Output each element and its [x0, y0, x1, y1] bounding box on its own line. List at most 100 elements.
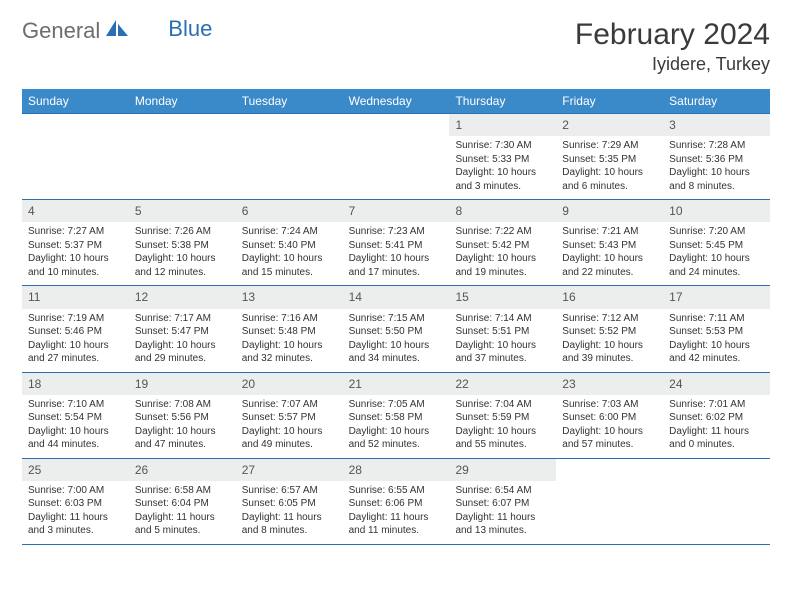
daylight-text: Daylight: 10 hours and 15 minutes.	[242, 252, 337, 279]
day-number: 4	[22, 200, 129, 222]
daylight-text: Daylight: 11 hours and 3 minutes.	[28, 511, 123, 538]
day-body: Sunrise: 7:00 AMSunset: 6:03 PMDaylight:…	[22, 481, 129, 544]
day-header: Monday	[129, 89, 236, 113]
daylight-text: Daylight: 10 hours and 55 minutes.	[455, 425, 550, 452]
day-header: Thursday	[449, 89, 556, 113]
day-cell: 22Sunrise: 7:04 AMSunset: 5:59 PMDayligh…	[449, 373, 556, 458]
daylight-text: Daylight: 10 hours and 27 minutes.	[28, 339, 123, 366]
sunrise-text: Sunrise: 7:15 AM	[349, 312, 444, 326]
day-cell: 12Sunrise: 7:17 AMSunset: 5:47 PMDayligh…	[129, 286, 236, 371]
sunset-text: Sunset: 5:40 PM	[242, 239, 337, 253]
sunset-text: Sunset: 5:59 PM	[455, 411, 550, 425]
day-cell: 24Sunrise: 7:01 AMSunset: 6:02 PMDayligh…	[663, 373, 770, 458]
day-body: Sunrise: 7:19 AMSunset: 5:46 PMDaylight:…	[22, 309, 129, 372]
sunrise-text: Sunrise: 7:04 AM	[455, 398, 550, 412]
title-block: February 2024 Iyidere, Turkey	[575, 18, 770, 75]
sunset-text: Sunset: 6:00 PM	[562, 411, 657, 425]
sunset-text: Sunset: 5:48 PM	[242, 325, 337, 339]
daylight-text: Daylight: 10 hours and 52 minutes.	[349, 425, 444, 452]
sunset-text: Sunset: 5:37 PM	[28, 239, 123, 253]
sunset-text: Sunset: 5:47 PM	[135, 325, 230, 339]
daylight-text: Daylight: 11 hours and 11 minutes.	[349, 511, 444, 538]
day-number: 20	[236, 373, 343, 395]
sunset-text: Sunset: 6:06 PM	[349, 497, 444, 511]
day-cell: 16Sunrise: 7:12 AMSunset: 5:52 PMDayligh…	[556, 286, 663, 371]
day-number: 6	[236, 200, 343, 222]
day-body: Sunrise: 7:27 AMSunset: 5:37 PMDaylight:…	[22, 222, 129, 285]
sunset-text: Sunset: 6:04 PM	[135, 497, 230, 511]
day-body: Sunrise: 7:30 AMSunset: 5:33 PMDaylight:…	[449, 136, 556, 199]
day-number: 14	[343, 286, 450, 308]
daylight-text: Daylight: 10 hours and 47 minutes.	[135, 425, 230, 452]
day-cell: 11Sunrise: 7:19 AMSunset: 5:46 PMDayligh…	[22, 286, 129, 371]
sunrise-text: Sunrise: 7:21 AM	[562, 225, 657, 239]
daylight-text: Daylight: 10 hours and 39 minutes.	[562, 339, 657, 366]
daylight-text: Daylight: 11 hours and 13 minutes.	[455, 511, 550, 538]
sunrise-text: Sunrise: 7:07 AM	[242, 398, 337, 412]
sunset-text: Sunset: 5:50 PM	[349, 325, 444, 339]
page-header: General Blue February 2024 Iyidere, Turk…	[22, 18, 770, 75]
day-body: Sunrise: 7:01 AMSunset: 6:02 PMDaylight:…	[663, 395, 770, 458]
day-body: Sunrise: 6:54 AMSunset: 6:07 PMDaylight:…	[449, 481, 556, 544]
sunset-text: Sunset: 5:33 PM	[455, 153, 550, 167]
day-body: Sunrise: 7:08 AMSunset: 5:56 PMDaylight:…	[129, 395, 236, 458]
sunset-text: Sunset: 6:02 PM	[669, 411, 764, 425]
day-cell: 10Sunrise: 7:20 AMSunset: 5:45 PMDayligh…	[663, 200, 770, 285]
day-number: 1	[449, 114, 556, 136]
day-number: 21	[343, 373, 450, 395]
day-body: Sunrise: 7:29 AMSunset: 5:35 PMDaylight:…	[556, 136, 663, 199]
day-body: Sunrise: 7:14 AMSunset: 5:51 PMDaylight:…	[449, 309, 556, 372]
sunrise-text: Sunrise: 7:29 AM	[562, 139, 657, 153]
day-cell: 21Sunrise: 7:05 AMSunset: 5:58 PMDayligh…	[343, 373, 450, 458]
day-body: Sunrise: 7:07 AMSunset: 5:57 PMDaylight:…	[236, 395, 343, 458]
day-cell: 25Sunrise: 7:00 AMSunset: 6:03 PMDayligh…	[22, 459, 129, 544]
sunrise-text: Sunrise: 7:27 AM	[28, 225, 123, 239]
sunrise-text: Sunrise: 7:20 AM	[669, 225, 764, 239]
sunrise-text: Sunrise: 7:24 AM	[242, 225, 337, 239]
sunrise-text: Sunrise: 7:22 AM	[455, 225, 550, 239]
sunrise-text: Sunrise: 7:10 AM	[28, 398, 123, 412]
day-cell: 6 Sunrise: 7:24 AMSunset: 5:40 PMDaylight…	[236, 200, 343, 285]
day-cell: 26Sunrise: 6:58 AMSunset: 6:04 PMDayligh…	[129, 459, 236, 544]
day-body: Sunrise: 7:10 AMSunset: 5:54 PMDaylight:…	[22, 395, 129, 458]
day-cell	[556, 459, 663, 544]
sunset-text: Sunset: 5:36 PM	[669, 153, 764, 167]
sunrise-text: Sunrise: 7:01 AM	[669, 398, 764, 412]
sunset-text: Sunset: 5:42 PM	[455, 239, 550, 253]
day-body: Sunrise: 7:20 AMSunset: 5:45 PMDaylight:…	[663, 222, 770, 285]
day-cell: 23Sunrise: 7:03 AMSunset: 6:00 PMDayligh…	[556, 373, 663, 458]
sunrise-text: Sunrise: 7:17 AM	[135, 312, 230, 326]
day-cell	[22, 114, 129, 199]
daylight-text: Daylight: 10 hours and 49 minutes.	[242, 425, 337, 452]
day-number: 17	[663, 286, 770, 308]
sunset-text: Sunset: 5:45 PM	[669, 239, 764, 253]
sunset-text: Sunset: 5:54 PM	[28, 411, 123, 425]
sunrise-text: Sunrise: 7:19 AM	[28, 312, 123, 326]
daylight-text: Daylight: 11 hours and 0 minutes.	[669, 425, 764, 452]
day-number: 23	[556, 373, 663, 395]
day-number: 19	[129, 373, 236, 395]
day-body: Sunrise: 7:26 AMSunset: 5:38 PMDaylight:…	[129, 222, 236, 285]
day-header-row: Sunday Monday Tuesday Wednesday Thursday…	[22, 89, 770, 114]
day-header: Sunday	[22, 89, 129, 113]
day-number: 26	[129, 459, 236, 481]
sunrise-text: Sunrise: 7:03 AM	[562, 398, 657, 412]
day-header: Saturday	[663, 89, 770, 113]
day-body: Sunrise: 6:58 AMSunset: 6:04 PMDaylight:…	[129, 481, 236, 544]
sunset-text: Sunset: 5:35 PM	[562, 153, 657, 167]
day-number: 13	[236, 286, 343, 308]
day-number: 3	[663, 114, 770, 136]
sunrise-text: Sunrise: 7:26 AM	[135, 225, 230, 239]
day-number: 29	[449, 459, 556, 481]
sunset-text: Sunset: 5:56 PM	[135, 411, 230, 425]
day-body: Sunrise: 7:03 AMSunset: 6:00 PMDaylight:…	[556, 395, 663, 458]
day-header: Friday	[556, 89, 663, 113]
day-number: 11	[22, 286, 129, 308]
day-body: Sunrise: 7:04 AMSunset: 5:59 PMDaylight:…	[449, 395, 556, 458]
day-number: 5	[129, 200, 236, 222]
sunset-text: Sunset: 5:57 PM	[242, 411, 337, 425]
week-row: 4Sunrise: 7:27 AMSunset: 5:37 PMDaylight…	[22, 200, 770, 286]
day-cell: 9Sunrise: 7:21 AMSunset: 5:43 PMDaylight…	[556, 200, 663, 285]
calendar-page: General Blue February 2024 Iyidere, Turk…	[0, 0, 792, 563]
day-body: Sunrise: 7:23 AMSunset: 5:41 PMDaylight:…	[343, 222, 450, 285]
